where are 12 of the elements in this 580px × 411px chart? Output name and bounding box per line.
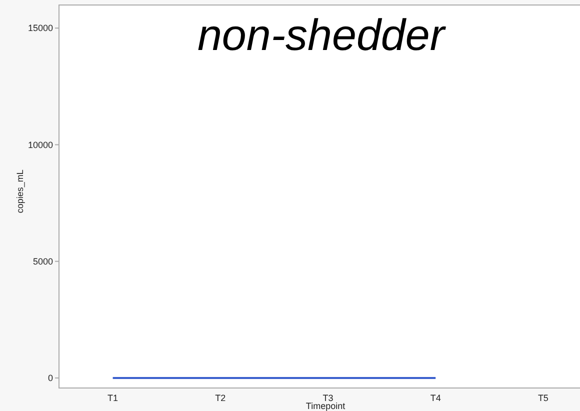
y-tick-label: 10000 (28, 140, 53, 150)
y-tick-label: 0 (48, 373, 53, 384)
x-tick-label: T2 (215, 393, 226, 403)
x-axis-title: Timepoint (306, 401, 346, 411)
y-tick-label: 5000 (32, 256, 53, 266)
x-tick-label: T1 (108, 393, 118, 403)
x-tick-label: T5 (538, 393, 548, 403)
y-axis-title: copies_mL (15, 170, 25, 214)
x-tick-label: T4 (430, 393, 441, 403)
x-tick-label: T3 (322, 393, 334, 403)
chart-title: non-shedder (197, 11, 447, 60)
y-tick-label: 15000 (28, 23, 53, 34)
